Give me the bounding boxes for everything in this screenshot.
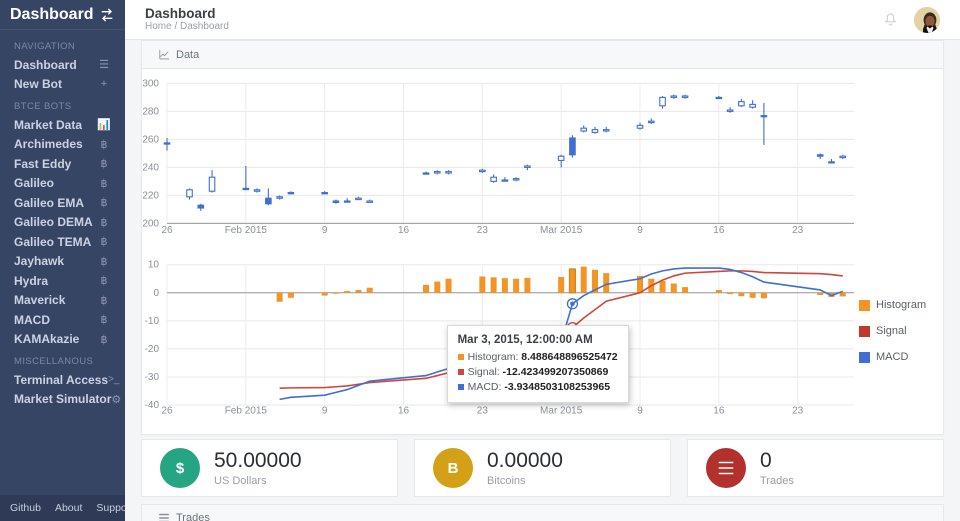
svg-text:Feb 2015: Feb 2015 xyxy=(225,406,268,417)
svg-text:260: 260 xyxy=(142,134,159,145)
svg-text:23: 23 xyxy=(792,225,804,236)
svg-text:-30: -30 xyxy=(145,372,160,383)
svg-text:Mar 2015: Mar 2015 xyxy=(540,225,583,236)
svg-text:240: 240 xyxy=(142,162,159,173)
svg-text:0: 0 xyxy=(153,288,159,299)
svg-text:-20: -20 xyxy=(145,344,160,355)
svg-text:26: 26 xyxy=(161,406,173,417)
svg-text:B: B xyxy=(448,460,459,477)
svg-text:16: 16 xyxy=(713,406,725,417)
svg-text:10: 10 xyxy=(148,260,160,271)
svg-text:220: 220 xyxy=(142,190,159,201)
svg-text:Mar 2015: Mar 2015 xyxy=(540,406,583,417)
svg-text:-10: -10 xyxy=(145,316,160,327)
svg-text:-40: -40 xyxy=(145,400,160,411)
svg-text:Feb 2015: Feb 2015 xyxy=(225,225,268,236)
svg-text:9: 9 xyxy=(322,406,328,417)
svg-text:300: 300 xyxy=(142,78,159,89)
svg-text:280: 280 xyxy=(142,106,159,117)
svg-text:23: 23 xyxy=(477,406,489,417)
svg-text:$: $ xyxy=(176,460,185,477)
svg-text:26: 26 xyxy=(161,225,173,236)
svg-text:16: 16 xyxy=(398,406,410,417)
svg-text:23: 23 xyxy=(792,406,804,417)
svg-text:200: 200 xyxy=(142,218,159,229)
svg-text:9: 9 xyxy=(637,406,643,417)
svg-text:16: 16 xyxy=(398,225,410,236)
svg-text:9: 9 xyxy=(637,225,643,236)
svg-text:9: 9 xyxy=(322,225,328,236)
svg-text:16: 16 xyxy=(713,225,725,236)
svg-text:23: 23 xyxy=(477,225,489,236)
